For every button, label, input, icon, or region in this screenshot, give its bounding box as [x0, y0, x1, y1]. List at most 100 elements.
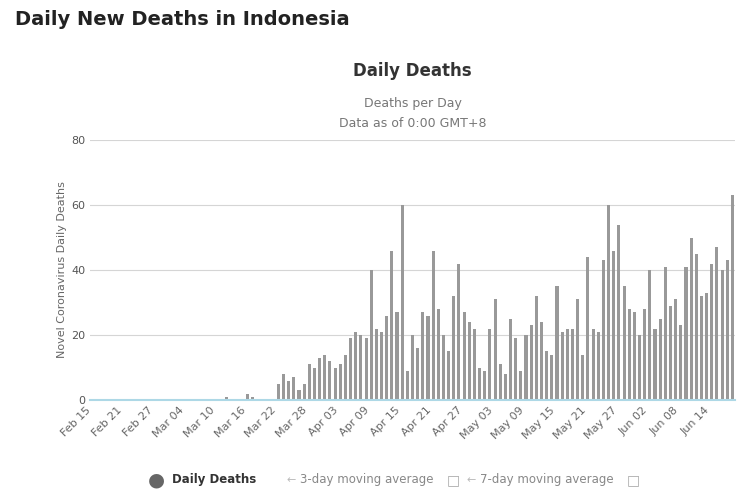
Bar [648, 270, 652, 400]
Bar [700, 296, 703, 400]
Bar [674, 299, 677, 400]
Text: 7-day moving average: 7-day moving average [480, 474, 614, 486]
Bar [452, 296, 455, 400]
Bar [556, 286, 559, 400]
Bar [447, 351, 450, 400]
Bar [339, 364, 342, 400]
Bar [592, 328, 595, 400]
Bar [617, 224, 620, 400]
Bar [416, 348, 419, 400]
Bar [308, 364, 310, 400]
Text: Daily Deaths: Daily Deaths [172, 474, 256, 486]
Bar [597, 332, 600, 400]
Bar [478, 368, 482, 400]
Bar [225, 397, 228, 400]
Bar [638, 335, 641, 400]
Bar [488, 328, 491, 400]
Bar [504, 374, 507, 400]
Bar [658, 319, 662, 400]
Bar [494, 299, 496, 400]
Bar [607, 205, 610, 400]
Bar [354, 332, 357, 400]
Text: 3-day moving average: 3-day moving average [300, 474, 433, 486]
Bar [436, 309, 439, 400]
Bar [644, 309, 646, 400]
Bar [390, 250, 394, 400]
Bar [251, 397, 254, 400]
Text: □: □ [626, 473, 639, 487]
Bar [540, 322, 543, 400]
Bar [463, 312, 466, 400]
Bar [375, 328, 378, 400]
Bar [633, 312, 636, 400]
Text: Daily New Deaths in Indonesia: Daily New Deaths in Indonesia [15, 10, 350, 29]
Bar [628, 309, 631, 400]
Bar [705, 292, 708, 400]
Bar [586, 257, 590, 400]
Bar [386, 316, 388, 400]
Bar [328, 361, 332, 400]
Bar [298, 390, 301, 400]
Bar [364, 338, 368, 400]
Y-axis label: Novel Coronavirus Daily Deaths: Novel Coronavirus Daily Deaths [57, 182, 67, 358]
Text: ←: ← [287, 475, 300, 485]
Bar [287, 380, 290, 400]
Bar [612, 250, 615, 400]
Bar [472, 328, 476, 400]
Bar [530, 325, 532, 400]
Bar [499, 364, 502, 400]
Bar [524, 335, 527, 400]
Bar [566, 328, 568, 400]
Bar [427, 316, 430, 400]
Bar [571, 328, 574, 400]
Text: ←: ← [467, 475, 480, 485]
Bar [519, 371, 523, 400]
Bar [334, 368, 337, 400]
Bar [653, 328, 656, 400]
Bar [726, 260, 729, 400]
Bar [685, 267, 688, 400]
Text: Daily Deaths: Daily Deaths [353, 62, 472, 80]
Bar [318, 358, 321, 400]
Bar [277, 384, 280, 400]
Bar [664, 267, 667, 400]
Bar [483, 371, 486, 400]
Text: Deaths per Day: Deaths per Day [364, 97, 461, 110]
Bar [323, 354, 326, 400]
Bar [400, 205, 404, 400]
Bar [422, 312, 424, 400]
Bar [395, 312, 398, 400]
Bar [302, 384, 306, 400]
Bar [581, 354, 584, 400]
Bar [514, 338, 517, 400]
Text: □: □ [446, 473, 459, 487]
Bar [282, 374, 285, 400]
Bar [292, 377, 296, 400]
Bar [545, 351, 548, 400]
Bar [550, 354, 554, 400]
Bar [535, 296, 538, 400]
Bar [560, 332, 564, 400]
Bar [406, 371, 409, 400]
Bar [576, 299, 579, 400]
Bar [380, 332, 383, 400]
Bar [458, 264, 460, 400]
Bar [349, 338, 352, 400]
Bar [344, 354, 347, 400]
Bar [359, 335, 362, 400]
Bar [602, 260, 605, 400]
Bar [721, 270, 724, 400]
Bar [689, 238, 693, 400]
Bar [730, 195, 734, 400]
Bar [246, 394, 249, 400]
Bar [622, 286, 626, 400]
Bar [694, 254, 698, 400]
Bar [680, 325, 682, 400]
Bar [468, 322, 471, 400]
Text: ●: ● [148, 470, 165, 490]
Bar [431, 250, 435, 400]
Bar [669, 306, 672, 400]
Bar [313, 368, 316, 400]
Text: Data as of 0:00 GMT+8: Data as of 0:00 GMT+8 [339, 117, 486, 130]
Bar [411, 335, 414, 400]
